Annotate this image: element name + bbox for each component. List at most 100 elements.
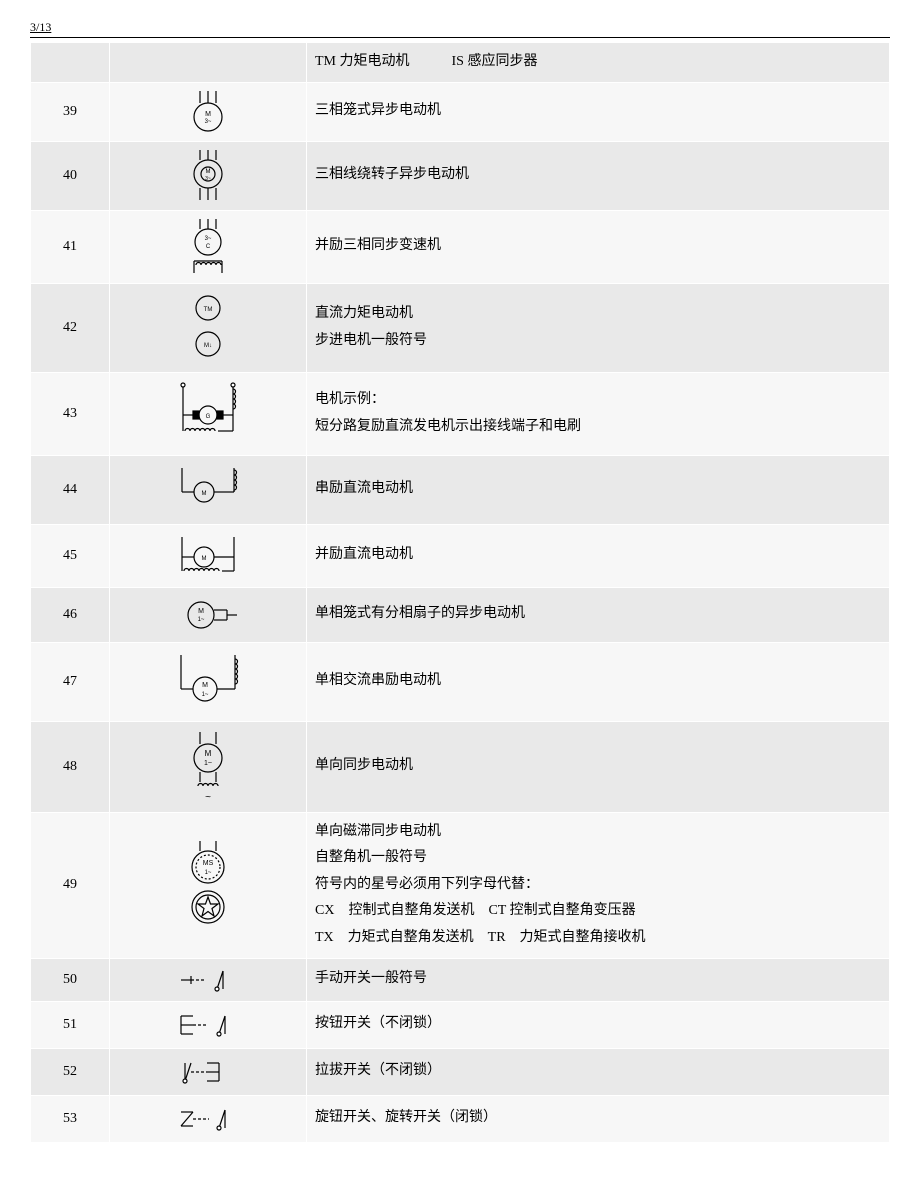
table-row: 42 TM M↓ 直流力矩电动机步进电机一般符号 <box>31 283 890 372</box>
description-line: TX 力矩式自整角发送机 TR 力矩式自整角接收机 <box>315 925 881 952</box>
symbol-cell: MS1~ <box>110 812 307 958</box>
symbol-cell: M <box>110 524 307 587</box>
table-row: 52 拉拔开关（不闭锁） <box>31 1048 890 1095</box>
description-cell: 电机示例：短分路复励直流发电机示出接线端子和电刷 <box>307 372 890 455</box>
description-line: 旋钮开关、旋转开关（闭锁） <box>315 1105 881 1132</box>
description-line: 并励三相同步变速机 <box>315 233 881 260</box>
svg-text:M: M <box>202 491 207 497</box>
svg-text:C: C <box>206 244 211 250</box>
dc-gen-brushes-icon: G <box>118 379 298 449</box>
description-cell: 单向同步电动机 <box>307 721 890 812</box>
table-row: 45 M 并励直流电动机 <box>31 524 890 587</box>
row-index: 42 <box>31 283 110 372</box>
description-cell: 单相笼式有分相扇子的异步电动机 <box>307 587 890 642</box>
description-line: 三相线绕转子异步电动机 <box>315 162 881 189</box>
symbol-cell <box>110 958 307 1001</box>
svg-text:3~: 3~ <box>205 119 212 125</box>
table-row: 50 手动开关一般符号 <box>31 958 890 1001</box>
description-line: 单向磁滞同步电动机 <box>315 819 881 846</box>
switch-rotary-icon <box>118 1102 298 1136</box>
symbol-cell: M 1~ <box>110 587 307 642</box>
description-line: TM 力矩电动机 IS 感应同步器 <box>315 49 881 76</box>
table-row: 46 M 1~ 单相笼式有分相扇子的异步电动机 <box>31 587 890 642</box>
motor-3wire-wound-icon: M3~ <box>118 148 298 204</box>
svg-text:3~: 3~ <box>205 176 211 182</box>
svg-text:G: G <box>206 414 211 420</box>
symbol-cell <box>110 43 307 83</box>
description-cell: 三相线绕转子异步电动机 <box>307 141 890 210</box>
description-line: 按钮开关（不闭锁） <box>315 1011 881 1038</box>
symbol-cell: 3~ C <box>110 210 307 283</box>
row-index: 49 <box>31 812 110 958</box>
svg-text:TM: TM <box>204 307 213 313</box>
svg-text:1~: 1~ <box>205 870 212 876</box>
single-phase-sync-icon: M 1~ ~ <box>118 728 298 806</box>
description-cell: 按钮开关（不闭锁） <box>307 1001 890 1048</box>
row-index: 52 <box>31 1048 110 1095</box>
single-phase-series-icon: M1~ <box>118 649 298 715</box>
description-cell: TM 力矩电动机 IS 感应同步器 <box>307 43 890 83</box>
description-line: 单相笼式有分相扇子的异步电动机 <box>315 601 881 628</box>
description-line: 单向同步电动机 <box>315 753 881 780</box>
two-small-circles-icon: TM M↓ <box>118 290 298 366</box>
table-row: 48M1~~单向同步电动机 <box>31 721 890 812</box>
table-row: 53 旋钮开关、旋转开关（闭锁） <box>31 1095 890 1142</box>
description-line: 并励直流电动机 <box>315 542 881 569</box>
description-line: 单相交流串励电动机 <box>315 668 881 695</box>
page-number: 3/13 <box>30 20 890 38</box>
row-index: 51 <box>31 1001 110 1048</box>
row-index: 46 <box>31 587 110 642</box>
description-line: 手动开关一般符号 <box>315 966 881 993</box>
symbol-cell: M <box>110 455 307 524</box>
symbol-cell <box>110 1048 307 1095</box>
row-index: 41 <box>31 210 110 283</box>
svg-text:1~: 1~ <box>202 692 209 698</box>
row-index: 47 <box>31 642 110 721</box>
description-cell: 三相笼式异步电动机 <box>307 82 890 141</box>
row-index: 45 <box>31 524 110 587</box>
row-index: 50 <box>31 958 110 1001</box>
description-cell: 并励三相同步变速机 <box>307 210 890 283</box>
description-cell: 手动开关一般符号 <box>307 958 890 1001</box>
description-line: 三相笼式异步电动机 <box>315 98 881 125</box>
description-line: CX 控制式自整角发送机 CT 控制式自整角变压器 <box>315 898 881 925</box>
table-row: 41 3~ C 并励三相同步变速机 <box>31 210 890 283</box>
description-cell: 单相交流串励电动机 <box>307 642 890 721</box>
svg-text:1~: 1~ <box>198 617 205 623</box>
symbol-cell: TM M↓ <box>110 283 307 372</box>
svg-text:M: M <box>202 556 207 562</box>
motor-3wire-cage-icon: M3~ <box>118 89 298 135</box>
svg-text:3~: 3~ <box>205 236 212 242</box>
description-cell: 拉拔开关（不闭锁） <box>307 1048 890 1095</box>
description-line: 拉拔开关（不闭锁） <box>315 1058 881 1085</box>
svg-text:1~: 1~ <box>204 760 212 767</box>
switch-pull-icon <box>118 1055 298 1089</box>
svg-text:M: M <box>205 749 212 758</box>
description-cell: 直流力矩电动机步进电机一般符号 <box>307 283 890 372</box>
description-line: 自整角机一般符号 <box>315 845 881 872</box>
svg-text:M: M <box>198 608 204 615</box>
synchro-star-icon: MS1~ <box>118 837 298 933</box>
single-phase-cap-icon: M 1~ <box>118 594 298 636</box>
table-row: 49MS1~单向磁滞同步电动机自整角机一般符号符号内的星号必须用下列字母代替：C… <box>31 812 890 958</box>
description-line: 电机示例： <box>315 387 881 414</box>
svg-text:M: M <box>205 111 211 118</box>
description-line: 符号内的星号必须用下列字母代替： <box>315 872 881 899</box>
switch-manual-icon <box>118 965 298 995</box>
symbol-cell: G <box>110 372 307 455</box>
description-cell: 串励直流电动机 <box>307 455 890 524</box>
row-index: 53 <box>31 1095 110 1142</box>
row-index <box>31 43 110 83</box>
dc-series-icon: M <box>118 462 298 518</box>
row-index: 44 <box>31 455 110 524</box>
svg-text:~: ~ <box>205 792 211 803</box>
description-line: 串励直流电动机 <box>315 476 881 503</box>
description-cell: 单向磁滞同步电动机自整角机一般符号符号内的星号必须用下列字母代替：CX 控制式自… <box>307 812 890 958</box>
row-index: 40 <box>31 141 110 210</box>
svg-text:M↓: M↓ <box>204 343 212 349</box>
description-cell: 并励直流电动机 <box>307 524 890 587</box>
description-line: 步进电机一般符号 <box>315 328 881 355</box>
symbol-cell <box>110 1001 307 1048</box>
svg-text:M: M <box>206 169 211 175</box>
row-index: 39 <box>31 82 110 141</box>
